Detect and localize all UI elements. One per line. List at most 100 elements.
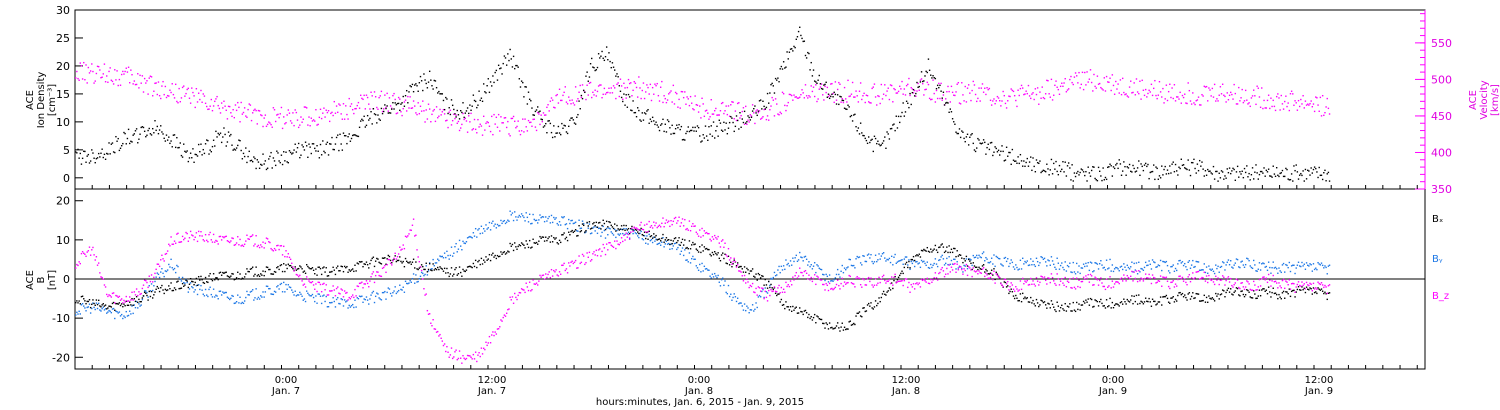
bz-series-point [341,289,344,291]
bx-series-point [610,224,612,227]
bx-series-point [407,261,409,264]
density-series-point [922,80,924,83]
bx-series-point [1023,297,1025,300]
by-series-point [271,293,273,296]
density-series-point [81,157,84,160]
velocity-series-point [682,96,685,99]
density-series-point [505,64,508,66]
density-series-point [819,83,822,85]
density-series-point [237,144,239,147]
density-series-point [608,52,610,54]
velocity-series-point [1273,105,1276,108]
by-series-point [541,216,544,218]
bz-series-point [112,292,115,294]
density-series-point [900,115,902,118]
by-series-point [822,273,824,276]
bz-series-point [203,240,206,242]
bx-series-point [1154,300,1156,303]
by-series-point [422,272,424,275]
bx-series-point [893,279,895,282]
velocity-series-point [363,94,365,97]
bx-series-point [727,255,730,257]
by-series-point [491,222,493,224]
density-series-point [430,79,432,81]
density-series-point [863,134,865,137]
bz-series-point [177,232,179,235]
bx-series-point [119,304,122,307]
velocity-series-point [964,85,966,88]
by-series-point [1302,265,1304,267]
bz-series-point [212,233,215,236]
bz-series-point [482,347,485,350]
density-series-point [301,144,303,146]
bx-series-point [866,304,869,306]
bz-series-point [201,235,203,237]
by-series-point [1086,265,1088,267]
density-series-point [87,153,90,156]
density-series-point [764,108,766,110]
bx-series-point [331,270,333,273]
bx-series-point [1050,300,1053,302]
density-series-point [865,139,868,142]
density-series-point [319,143,322,146]
bx-series-point [1167,301,1170,303]
density-series-point [913,95,916,97]
velocity-series-point [680,90,683,93]
velocity-series-point [161,85,163,87]
velocity-series-point [674,91,677,94]
bz-series-point [338,292,340,294]
bx-series-point [1135,294,1138,297]
velocity-series-point [327,110,330,112]
velocity-series-point [180,97,183,99]
density-series-point [725,122,727,124]
by-series-point [402,286,404,288]
by-series-point [162,272,164,275]
bx-series-point [580,230,583,232]
bx-series-point [938,246,940,249]
density-series-point [786,51,788,53]
by-series-point [678,243,680,246]
bx-series-point [1070,310,1072,312]
density-tick-label: 10 [56,116,70,129]
by-series-point [1054,266,1056,269]
density-series-point [1244,171,1247,174]
velocity-series-point [1180,102,1182,104]
density-series-point [127,128,130,131]
velocity-series-point [1278,97,1280,99]
velocity-series-point [984,87,986,89]
density-series-point [809,69,811,71]
by-series-point [376,292,378,294]
density-series-point [1272,165,1274,167]
velocity-series-point [319,108,322,111]
velocity-series-point [739,117,741,119]
velocity-series-point [763,108,765,111]
velocity-series-point [692,108,694,110]
by-series-point [719,285,722,287]
velocity-series-point [733,117,735,120]
bx-series-point [166,289,169,291]
density-series-point [614,69,616,71]
by-series-point [440,255,442,258]
velocity-series-point [1131,92,1133,94]
bz-series-point [108,294,110,296]
by-series-point [185,278,187,281]
velocity-series-point [97,65,100,68]
bx-series-point [719,260,722,262]
bz-series-point [114,302,116,304]
density-series-point [194,153,196,156]
density-series-point [696,125,699,127]
velocity-series-point [918,89,920,91]
density-series-point [626,106,629,108]
density-series-point [615,75,617,77]
velocity-series-point [1141,79,1143,82]
density-series-point [920,71,923,73]
by-series-point [316,302,318,304]
by-series-point [1013,268,1016,270]
velocity-series-point [1109,77,1111,79]
density-series-point [1049,169,1051,171]
velocity-series-point [184,95,186,97]
bx-series-point [1226,289,1228,291]
bx-series-point [484,261,486,263]
bx-series-point [912,255,915,258]
bx-series-point [437,266,439,269]
